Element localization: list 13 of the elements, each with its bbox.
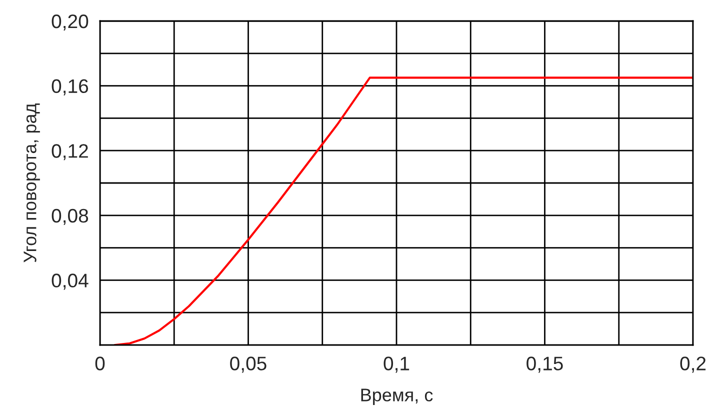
y-axis-title: Угол поворота, рад [24, 103, 40, 262]
y-tick-label: 0,20 [52, 14, 88, 31]
y-tick-label: 0,04 [52, 274, 88, 290]
y-tick-label: 0,08 [52, 208, 88, 225]
y-tick-label: 0,16 [52, 79, 88, 96]
y-tick-label: 0,12 [52, 144, 88, 160]
x-tick-label: 0,1 [384, 356, 410, 373]
x-tick-label: 0,15 [526, 356, 563, 373]
line-series [114, 76, 693, 345]
x-tick-label: 0,05 [230, 356, 266, 373]
x-tick-label: 0 [95, 356, 105, 370]
x-axis-title: Время, с [361, 388, 433, 405]
x-tick-label: 0,2 [680, 356, 706, 373]
